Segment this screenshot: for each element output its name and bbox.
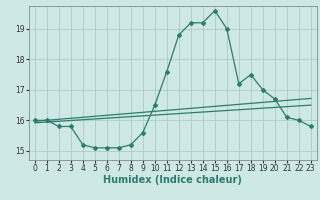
X-axis label: Humidex (Indice chaleur): Humidex (Indice chaleur) <box>103 175 242 185</box>
